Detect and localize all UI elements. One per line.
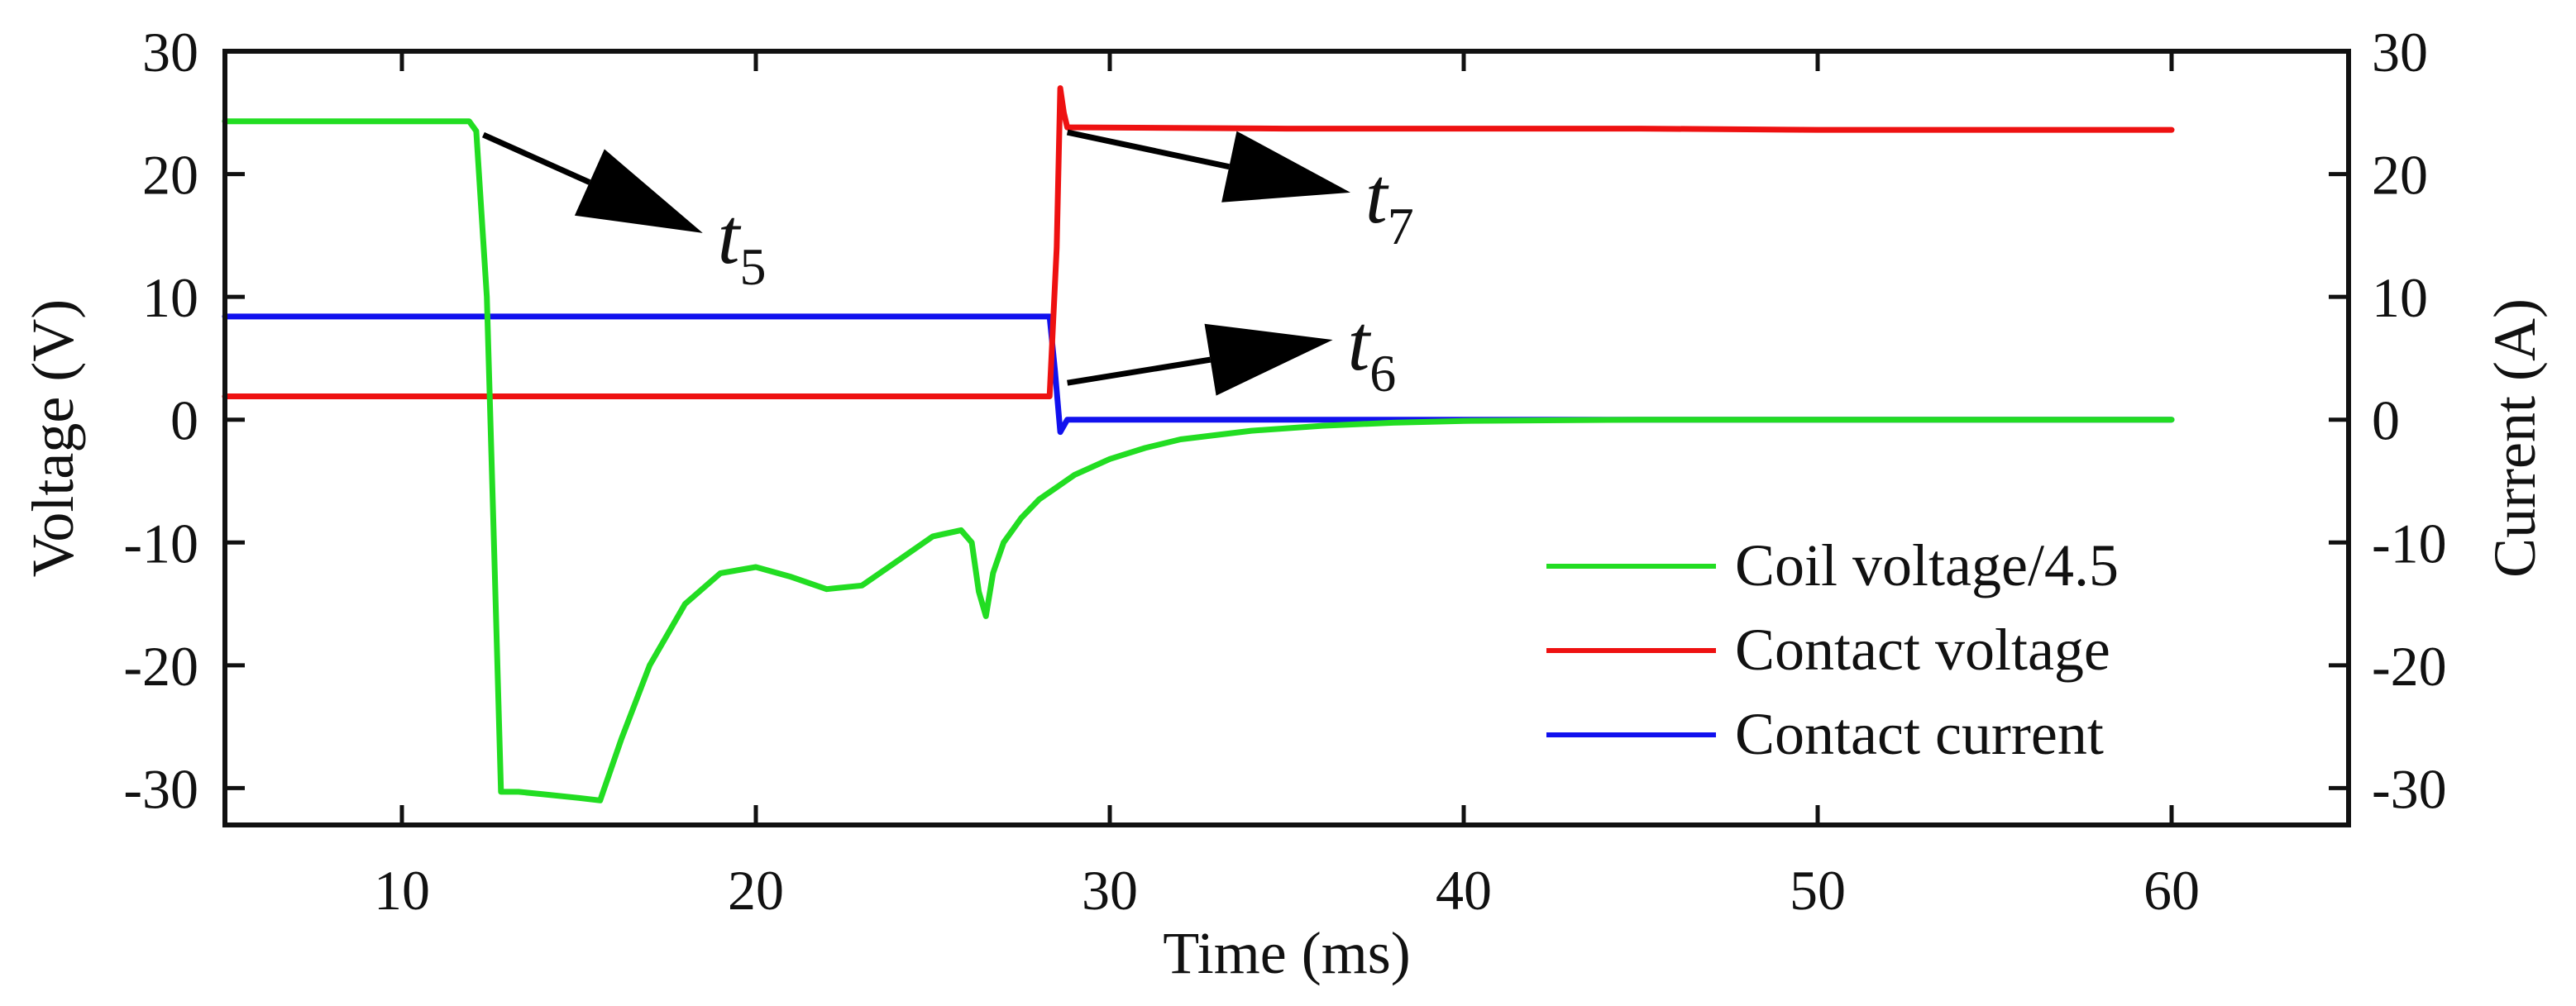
annotation-arrowhead bbox=[1221, 131, 1351, 203]
x-axis-label: Time (ms) bbox=[1163, 920, 1410, 986]
legend-label-coil-voltage: Coil voltage/4.5 bbox=[1735, 532, 2119, 598]
y-tick-label: 10 bbox=[142, 266, 198, 329]
legend-label-contact-current: Contact current bbox=[1735, 701, 2104, 767]
series-line-coil-voltage-4-5 bbox=[222, 118, 2175, 803]
x-tick-label: 50 bbox=[1790, 859, 1846, 922]
annotation-arrow-shaft bbox=[482, 131, 591, 185]
annotation-arrowhead bbox=[1204, 323, 1333, 396]
annotation-arrowhead bbox=[574, 149, 703, 233]
x-tick-label: 40 bbox=[1436, 859, 1492, 922]
y-tick-label: 20 bbox=[142, 144, 198, 207]
annotation-label-t5: t5 bbox=[718, 192, 767, 296]
y2-tick-label: 30 bbox=[2372, 21, 2428, 83]
x-tick-label: 30 bbox=[1082, 859, 1138, 922]
series-line-contact-current bbox=[222, 313, 2175, 436]
y-tick-label: 30 bbox=[142, 21, 198, 83]
annotation-arrow-shaft bbox=[1066, 129, 1231, 170]
y2-tick-label: -20 bbox=[2372, 635, 2447, 698]
annotation-label-t7: t7 bbox=[1365, 151, 1414, 255]
plot-frame bbox=[222, 49, 2351, 827]
ticks-layer: 10 20 30 40 50 60 30 20 10 0 -10 -20 -30 30 20 10 0 -10 -2… bbox=[123, 21, 2446, 922]
legend-label-contact-voltage: Contact voltage bbox=[1735, 617, 2110, 683]
y-tick-label: -20 bbox=[123, 635, 198, 698]
annotation-subscript: 6 bbox=[1369, 344, 1396, 403]
y-tick-label: 0 bbox=[170, 389, 198, 452]
annotation-subscript: 5 bbox=[739, 237, 766, 296]
y-tick-label: -10 bbox=[123, 512, 198, 575]
annotations-layer: t5 t7 t6 bbox=[482, 129, 1414, 403]
y2-tick-label: 10 bbox=[2372, 266, 2428, 329]
x-tick-label: 10 bbox=[374, 859, 430, 922]
y2-tick-label: 0 bbox=[2372, 389, 2400, 452]
y-tick-label: -30 bbox=[123, 757, 198, 820]
annotation-arrow-shaft bbox=[1067, 356, 1212, 386]
x-tick-label: 20 bbox=[728, 859, 784, 922]
x-tick-label: 60 bbox=[2143, 859, 2200, 922]
annotation-label-t6: t6 bbox=[1348, 298, 1397, 403]
y2-tick-label: -10 bbox=[2372, 512, 2447, 575]
legend: Coil voltage/4.5 Contact voltage Contact… bbox=[1546, 532, 2119, 767]
y2-axis-label: Current (A) bbox=[2482, 298, 2548, 578]
annotation-subscript: 7 bbox=[1388, 197, 1414, 255]
y2-tick-label: 20 bbox=[2372, 144, 2428, 207]
series-line-contact-voltage bbox=[222, 85, 2175, 399]
y-axis-label: Voltage (V) bbox=[20, 299, 86, 578]
y2-tick-label: -30 bbox=[2372, 757, 2447, 820]
series-layer bbox=[222, 85, 2175, 803]
